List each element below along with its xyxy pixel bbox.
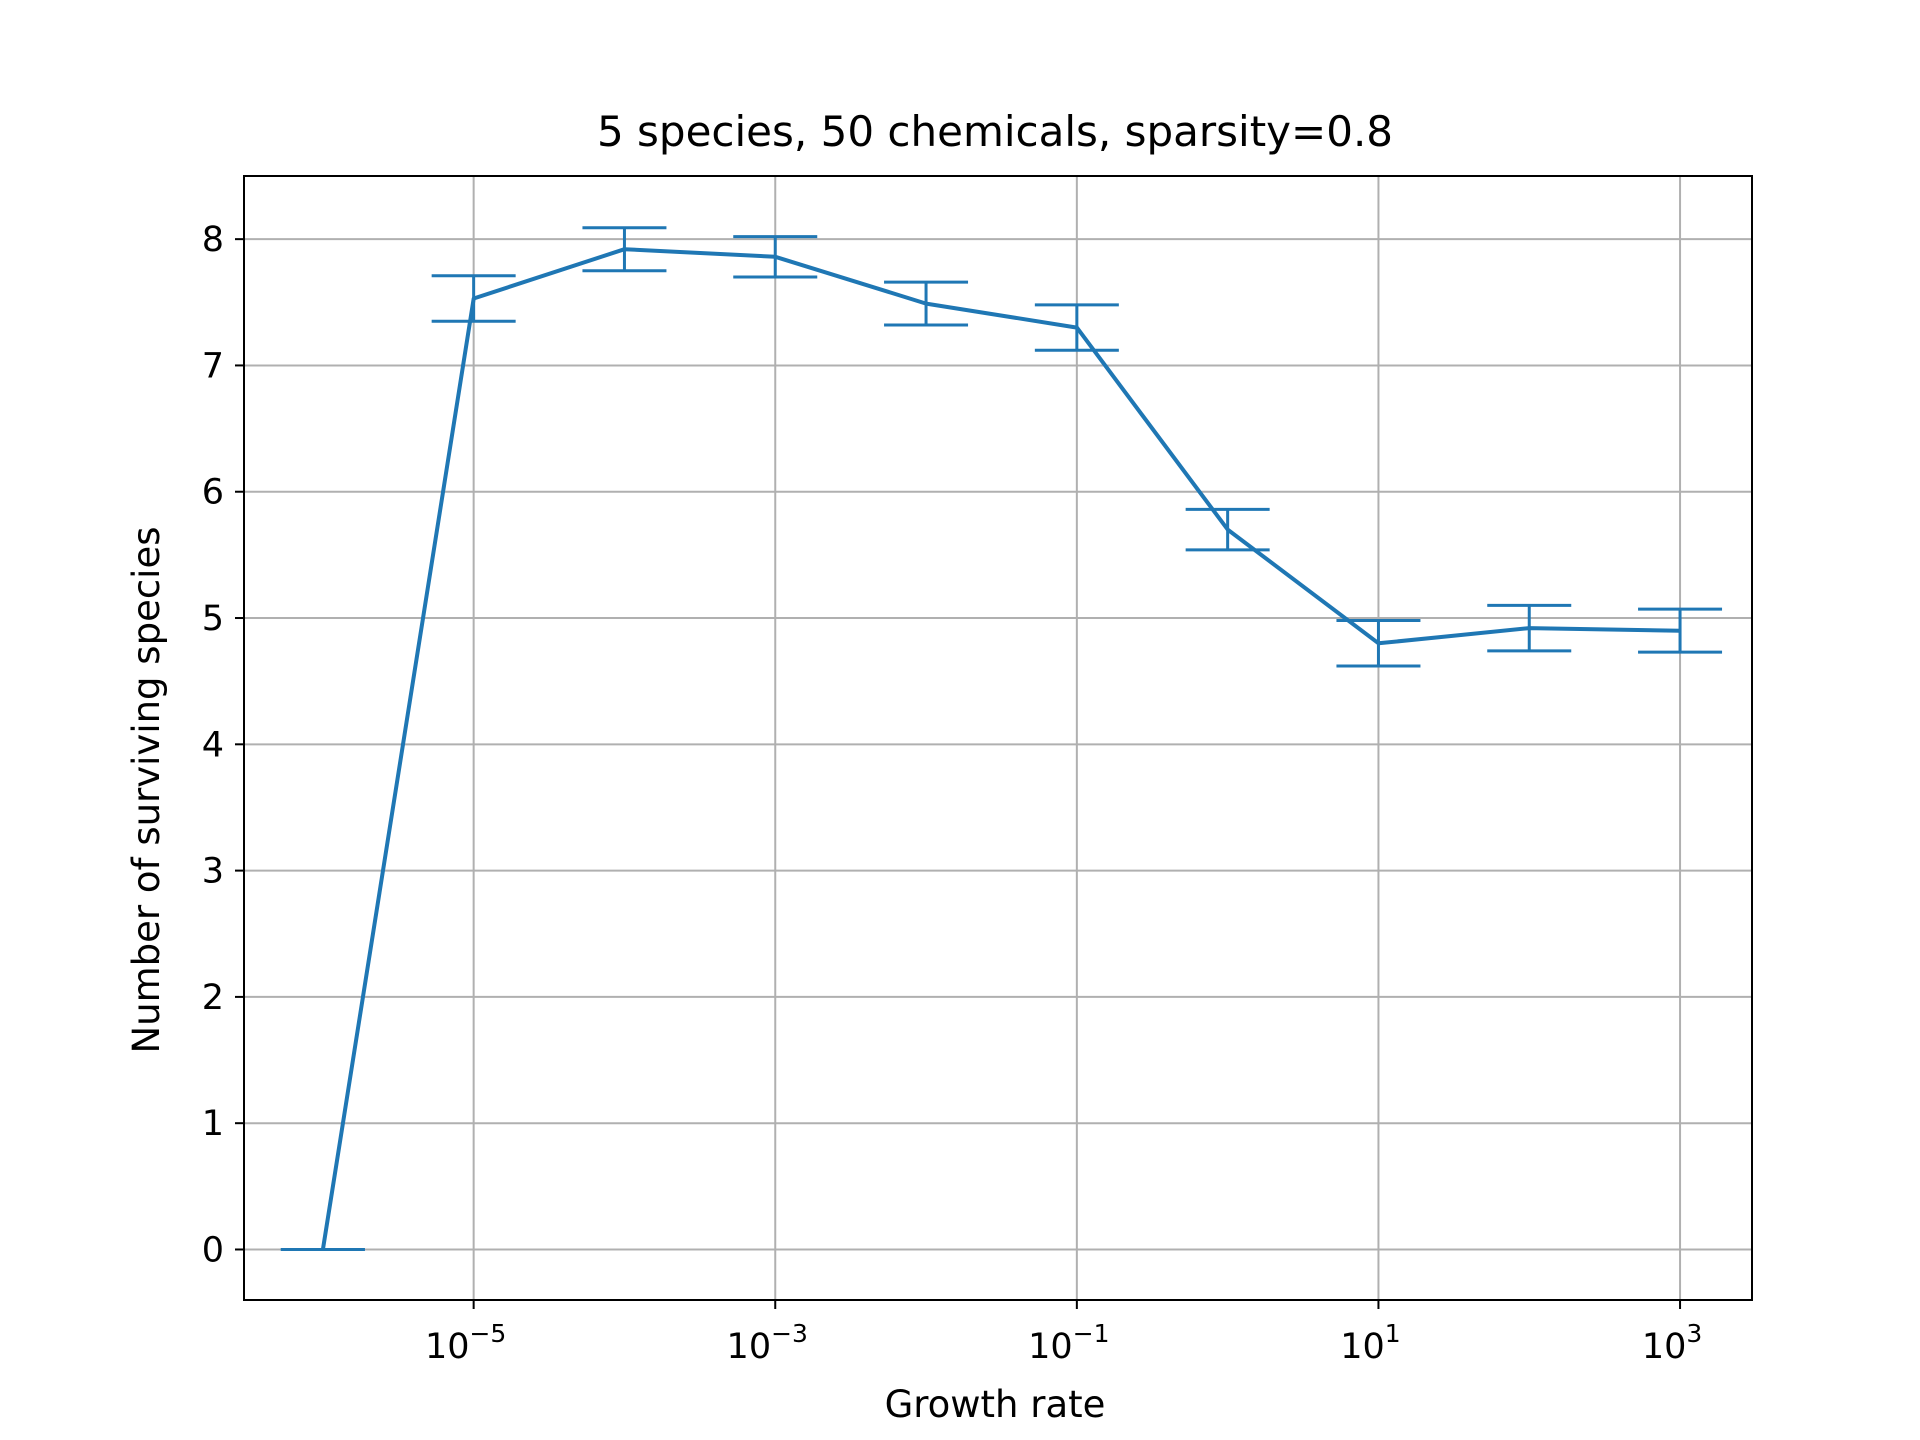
x-tick-label: 10−3	[727, 1319, 808, 1367]
data-series	[280, 226, 1723, 1251]
error-bar	[1336, 619, 1421, 668]
y-tick-label: 6	[202, 473, 224, 513]
y-tick-label: 8	[202, 220, 224, 260]
error-bar	[1487, 603, 1572, 653]
y-tick-label: 2	[202, 978, 224, 1018]
x-tick-exponent: −3	[771, 1319, 808, 1348]
x-tick-exponent: −5	[469, 1319, 506, 1348]
x-tick-label: 101	[1340, 1319, 1400, 1367]
x-tick-base: 10	[1340, 1327, 1385, 1367]
y-tick-label: 4	[202, 725, 224, 765]
y-axis-label: Number of surviving species	[125, 527, 168, 1054]
error-bar	[1034, 303, 1119, 352]
y-tick-label: 1	[202, 1104, 224, 1144]
chart-title: 5 species, 50 chemicals, sparsity=0.8	[597, 107, 1393, 156]
error-bar	[582, 226, 667, 273]
x-axis-label: Growth rate	[885, 1383, 1106, 1426]
x-tick-base: 10	[425, 1327, 470, 1367]
x-tick-base: 10	[1642, 1327, 1687, 1367]
y-tick-label: 3	[202, 852, 224, 892]
series-line	[320, 247, 1681, 1250]
y-tick-label: 7	[202, 346, 224, 386]
x-tick-label: 103	[1642, 1319, 1702, 1367]
x-tick-base: 10	[1028, 1327, 1073, 1367]
grid	[244, 176, 1752, 1300]
error-bar	[884, 280, 969, 327]
x-tick-base: 10	[727, 1327, 772, 1367]
plot-frame	[243, 175, 1753, 1301]
error-bar	[1185, 507, 1270, 552]
error-bar	[431, 274, 516, 323]
x-tick-exponent: 1	[1385, 1319, 1401, 1348]
y-tick-label: 5	[202, 599, 224, 639]
x-tick-exponent: 3	[1686, 1319, 1702, 1348]
x-tick-label: 10−5	[425, 1319, 506, 1367]
error-bar	[1638, 607, 1723, 654]
x-tick-exponent: −1	[1073, 1319, 1110, 1348]
x-tick-label: 10−1	[1028, 1319, 1109, 1367]
error-bar	[733, 235, 818, 279]
y-tick-label: 0	[202, 1230, 224, 1270]
